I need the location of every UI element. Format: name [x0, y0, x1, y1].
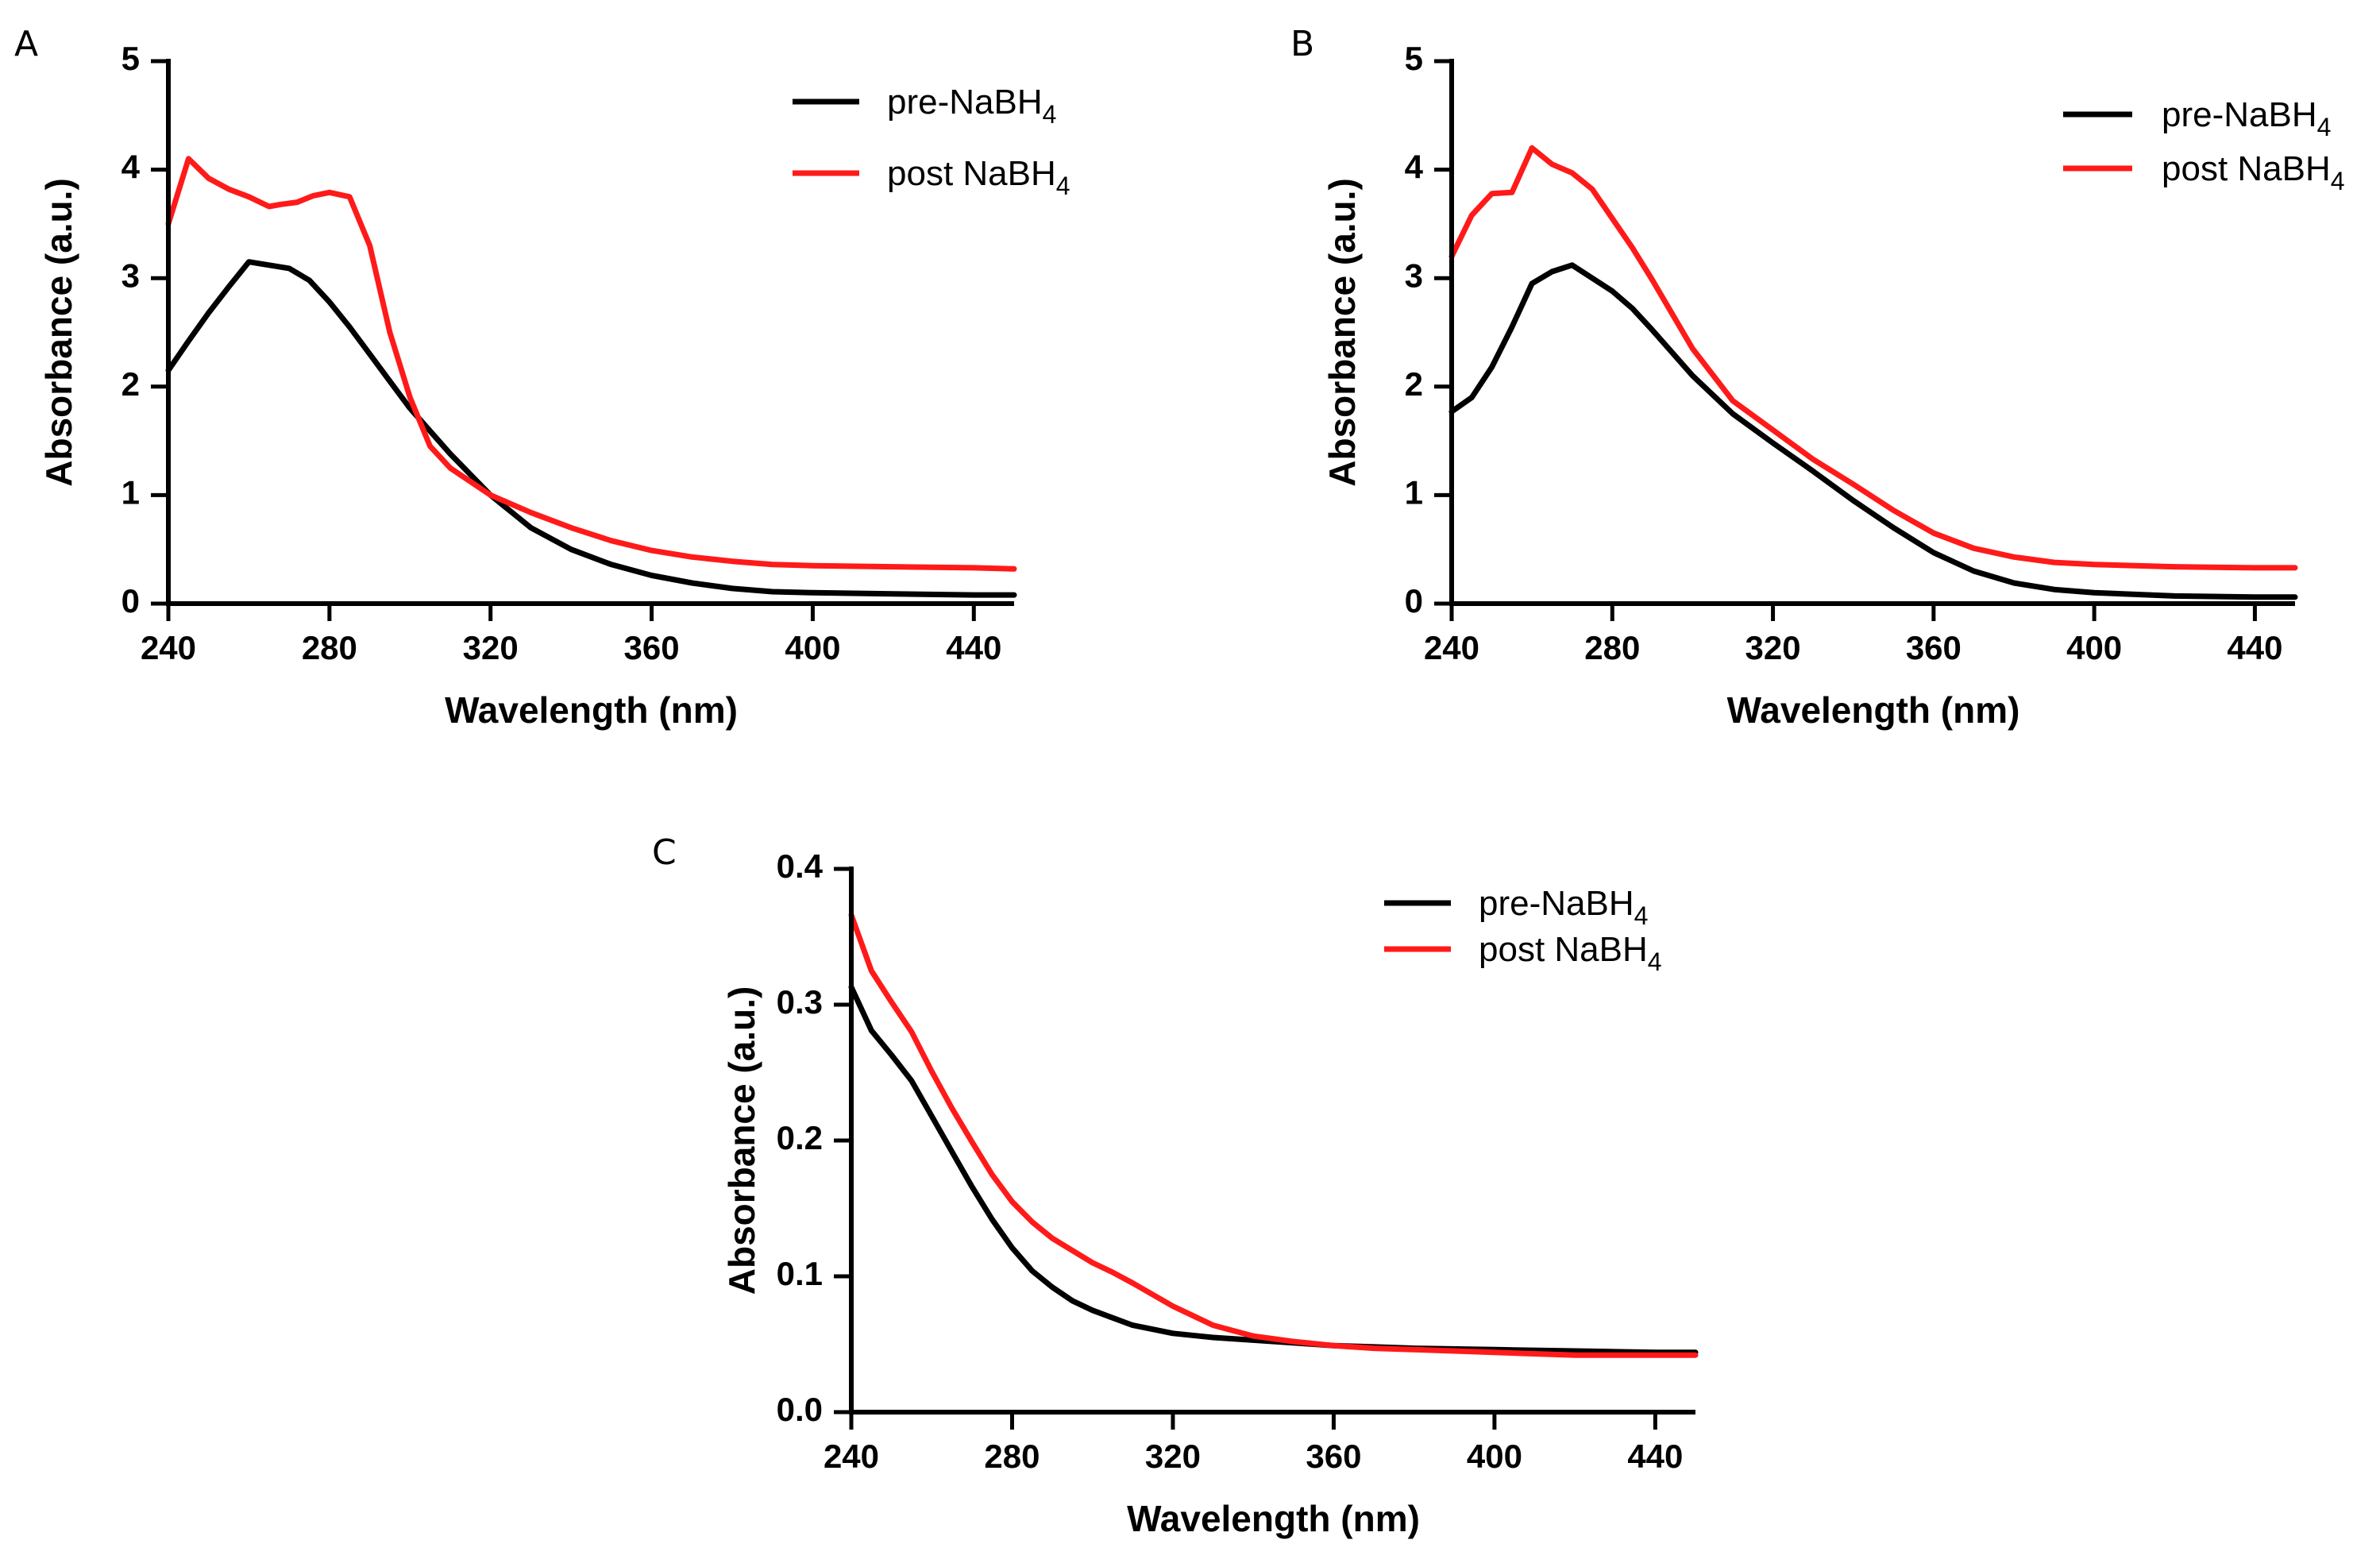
x-tick-label: 320 — [463, 629, 519, 666]
x-tick-label: 400 — [785, 629, 840, 666]
series-line-pre-nabh4 — [165, 259, 1017, 598]
y-tick-label: 0.2 — [777, 1119, 823, 1156]
y-tick-label: 0.0 — [777, 1391, 823, 1428]
x-tick-label: 240 — [141, 629, 196, 666]
x-tick-label: 240 — [824, 1438, 879, 1475]
x-axis-title: Wavelength (nm) — [1127, 1498, 1420, 1539]
y-tick-label: 1 — [1405, 473, 1423, 511]
panel-letter: A — [14, 24, 38, 64]
legend-label-main: pre-NaBH — [2162, 95, 2317, 134]
y-axis-title: Absorbance (a.u.) — [1321, 178, 1363, 487]
x-tick-label: 280 — [984, 1438, 1040, 1475]
y-axis-title: Absorbance (a.u.) — [38, 178, 79, 487]
x-tick-label: 360 — [1906, 629, 1961, 666]
chart-panel-b: B 0 1 2 3 4 5 240 280 320 360 400 440 Wavelength (nm)… — [1290, 24, 2345, 731]
legend-label-main: pre-NaBH — [887, 83, 1043, 122]
y-tick-label: 0.1 — [777, 1255, 823, 1292]
x-tick-label: 440 — [2227, 629, 2282, 666]
series-line-post-nabh4 — [848, 912, 1699, 1358]
y-tick-label: 2 — [1405, 365, 1423, 403]
y-tick-label: 0 — [122, 582, 140, 619]
legend-label-subscript: 4 — [2331, 167, 2345, 195]
legend-label: post NaBH4 — [1479, 930, 1662, 976]
x-tick-label: 320 — [1745, 629, 1801, 666]
panel-letter: B — [1290, 24, 1314, 64]
legend-label-main: post NaBH — [2162, 149, 2331, 188]
x-tick-label: 360 — [624, 629, 680, 666]
legend-label-subscript: 4 — [2317, 113, 2332, 141]
legend-label: pre-NaBH4 — [1479, 884, 1648, 930]
series-line-pre-nabh4 — [1448, 262, 2298, 600]
y-tick-label: 0 — [1405, 582, 1423, 619]
y-tick-label: 3 — [1405, 257, 1423, 294]
y-tick-label: 0.4 — [777, 847, 824, 885]
y-axis-title: Absorbance (a.u.) — [721, 986, 762, 1295]
y-tick-label: 4 — [122, 149, 141, 186]
y-tick-label: 1 — [122, 473, 140, 511]
panel-letter: C — [652, 832, 677, 873]
legend-label: pre-NaBH4 — [887, 83, 1056, 129]
y-tick-label: 2 — [122, 365, 140, 403]
y-tick-label: 5 — [122, 40, 140, 77]
x-tick-label: 280 — [1584, 629, 1640, 666]
legend-label: post NaBH4 — [887, 154, 1070, 200]
x-axis-title: Wavelength (nm) — [1727, 689, 2020, 731]
series-line-pre-nabh4 — [848, 984, 1699, 1356]
chart-panel-a: A 0 1 2 3 4 5 240 280 320 360 400 440 Wavelength (nm)… — [14, 24, 1070, 731]
legend-label: post NaBH4 — [2162, 149, 2345, 195]
legend-label-subscript: 4 — [1634, 901, 1649, 930]
x-tick-label: 360 — [1306, 1438, 1361, 1475]
legend-label-main: post NaBH — [887, 154, 1056, 193]
legend-label-subscript: 4 — [1648, 948, 1662, 976]
y-tick-label: 0.3 — [777, 983, 823, 1021]
chart-panel-c: C 0.0 0.1 0.2 0.3 0.4 240 280 320 360 400 440 Wavele… — [652, 832, 1699, 1539]
legend-label-main: post NaBH — [1479, 930, 1648, 969]
legend-label-subscript: 4 — [1056, 172, 1070, 200]
x-tick-label: 440 — [946, 629, 1001, 666]
series-line-post-nabh4 — [165, 156, 1017, 572]
legend-label: pre-NaBH4 — [2162, 95, 2331, 141]
series-line-post-nabh4 — [1448, 145, 2298, 571]
x-axis-title: Wavelength (nm) — [445, 689, 738, 731]
x-tick-label: 240 — [1424, 629, 1479, 666]
x-tick-label: 280 — [302, 629, 357, 666]
x-tick-label: 320 — [1145, 1438, 1201, 1475]
legend-label-subscript: 4 — [1043, 100, 1057, 129]
y-tick-label: 4 — [1405, 149, 1424, 186]
x-tick-label: 400 — [1467, 1438, 1522, 1475]
y-tick-label: 5 — [1405, 40, 1423, 77]
x-tick-label: 440 — [1627, 1438, 1683, 1475]
legend-label-main: pre-NaBH — [1479, 884, 1634, 923]
y-tick-label: 3 — [122, 257, 140, 294]
x-tick-label: 400 — [2066, 629, 2122, 666]
